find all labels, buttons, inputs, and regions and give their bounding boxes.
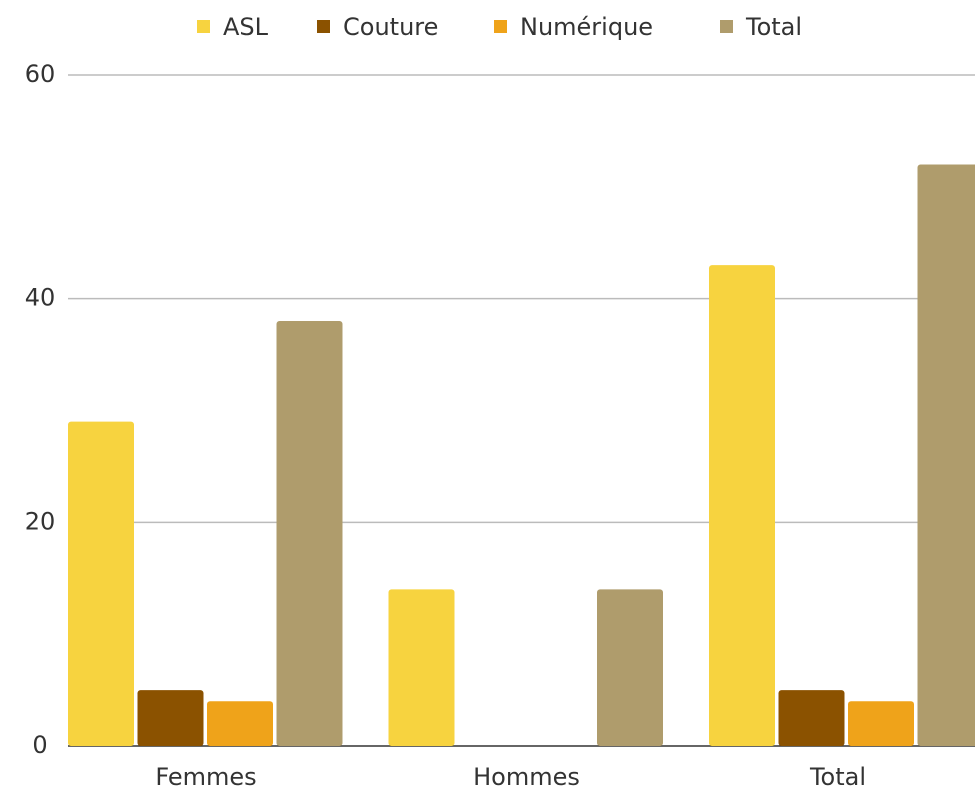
x-tick-label: Femmes — [155, 763, 256, 791]
legend-swatch — [317, 20, 330, 33]
bar — [68, 421, 134, 746]
legend-label: Couture — [343, 13, 438, 41]
x-tick-label: Hommes — [473, 763, 580, 791]
x-tick-label: Total — [809, 763, 866, 791]
bar — [388, 589, 455, 746]
bar — [137, 690, 204, 746]
y-tick-label: 60 — [25, 60, 56, 88]
legend-swatch — [197, 20, 210, 33]
legend-swatch — [720, 20, 733, 33]
y-tick-label: 40 — [25, 284, 56, 312]
legend-label: Numérique — [520, 13, 653, 41]
bar — [778, 690, 845, 746]
y-tick-label: 0 — [32, 731, 47, 759]
legend-swatch — [494, 20, 507, 33]
bar — [597, 589, 663, 746]
legend-label: Total — [745, 13, 802, 41]
bar — [709, 265, 775, 746]
bar — [207, 701, 273, 746]
bar — [917, 164, 975, 746]
bar — [848, 701, 914, 746]
legend-label: ASL — [223, 13, 269, 41]
y-tick-label: 20 — [25, 507, 56, 535]
bar — [276, 321, 343, 746]
